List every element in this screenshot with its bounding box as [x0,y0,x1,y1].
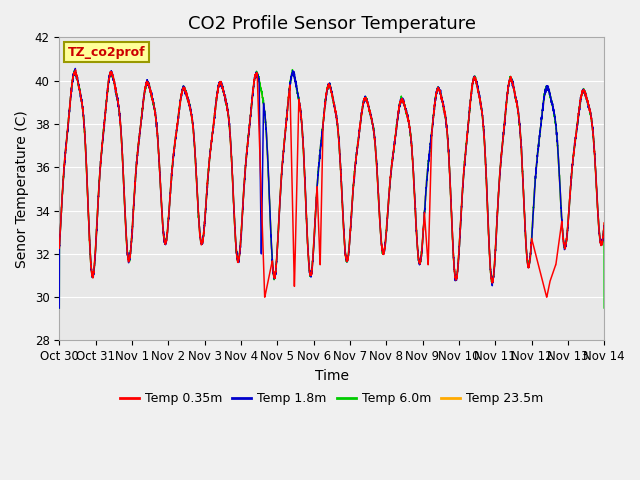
X-axis label: Time: Time [315,369,349,383]
Legend: Temp 0.35m, Temp 1.8m, Temp 6.0m, Temp 23.5m: Temp 0.35m, Temp 1.8m, Temp 6.0m, Temp 2… [115,387,548,410]
Title: CO2 Profile Sensor Temperature: CO2 Profile Sensor Temperature [188,15,476,33]
Text: TZ_co2prof: TZ_co2prof [67,46,145,59]
Y-axis label: Senor Temperature (C): Senor Temperature (C) [15,110,29,268]
